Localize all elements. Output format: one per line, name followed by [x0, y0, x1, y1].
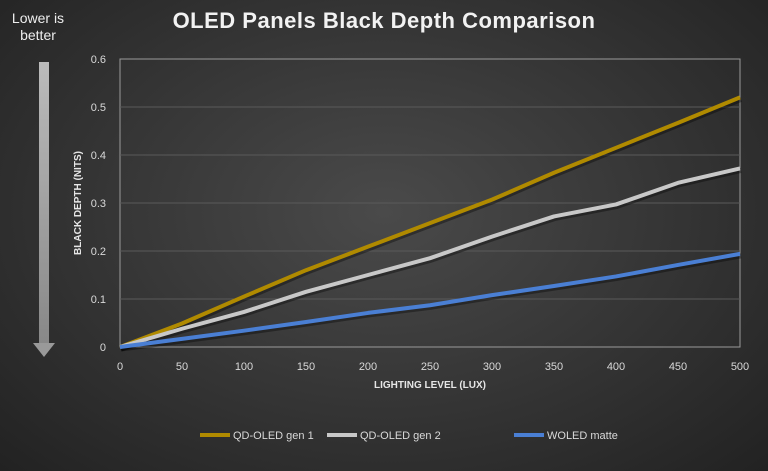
series-shadow [120, 97, 742, 352]
y-tick-label: 0.5 [91, 102, 106, 114]
x-tick-label: 50 [176, 361, 188, 373]
x-axis-label: LIGHTING LEVEL (LUX) [374, 380, 486, 391]
x-tick-label: 300 [483, 361, 501, 373]
legend-label: QD-OLED gen 1 [233, 430, 314, 442]
x-tick-label: 450 [669, 361, 687, 373]
x-tick-label: 150 [297, 361, 315, 373]
series-shadow [120, 168, 742, 352]
y-tick-label: 0 [100, 342, 106, 354]
series-line-woled-matte [119, 251, 741, 349]
y-tick-label: 0.2 [91, 246, 106, 258]
x-tick-label: 200 [359, 361, 377, 373]
down-arrow-icon [33, 62, 55, 357]
x-tick-label: 100 [235, 361, 253, 373]
lower-is-better-note: Lower is better [11, 10, 65, 43]
y-tick-label: 0.4 [91, 150, 106, 162]
y-axis-label: BLACK DEPTH (NITS) [73, 151, 84, 255]
series-line-qd-oled-gen-2 [119, 166, 741, 349]
chart-title: OLED Panels Black Depth Comparison [172, 8, 596, 33]
series-shadow [120, 253, 742, 352]
y-tick-label: 0.6 [91, 54, 106, 66]
x-tick-label: 0 [117, 361, 123, 373]
x-tick-label: 250 [421, 361, 439, 373]
x-tick-label: 500 [731, 361, 749, 373]
y-tick-label: 0.3 [91, 198, 106, 210]
y-tick-label: 0.1 [91, 294, 106, 306]
legend-label: WOLED matte [547, 430, 618, 442]
x-tick-label: 400 [607, 361, 625, 373]
legend-label: QD-OLED gen 2 [360, 430, 441, 442]
x-tick-label: 350 [545, 361, 563, 373]
